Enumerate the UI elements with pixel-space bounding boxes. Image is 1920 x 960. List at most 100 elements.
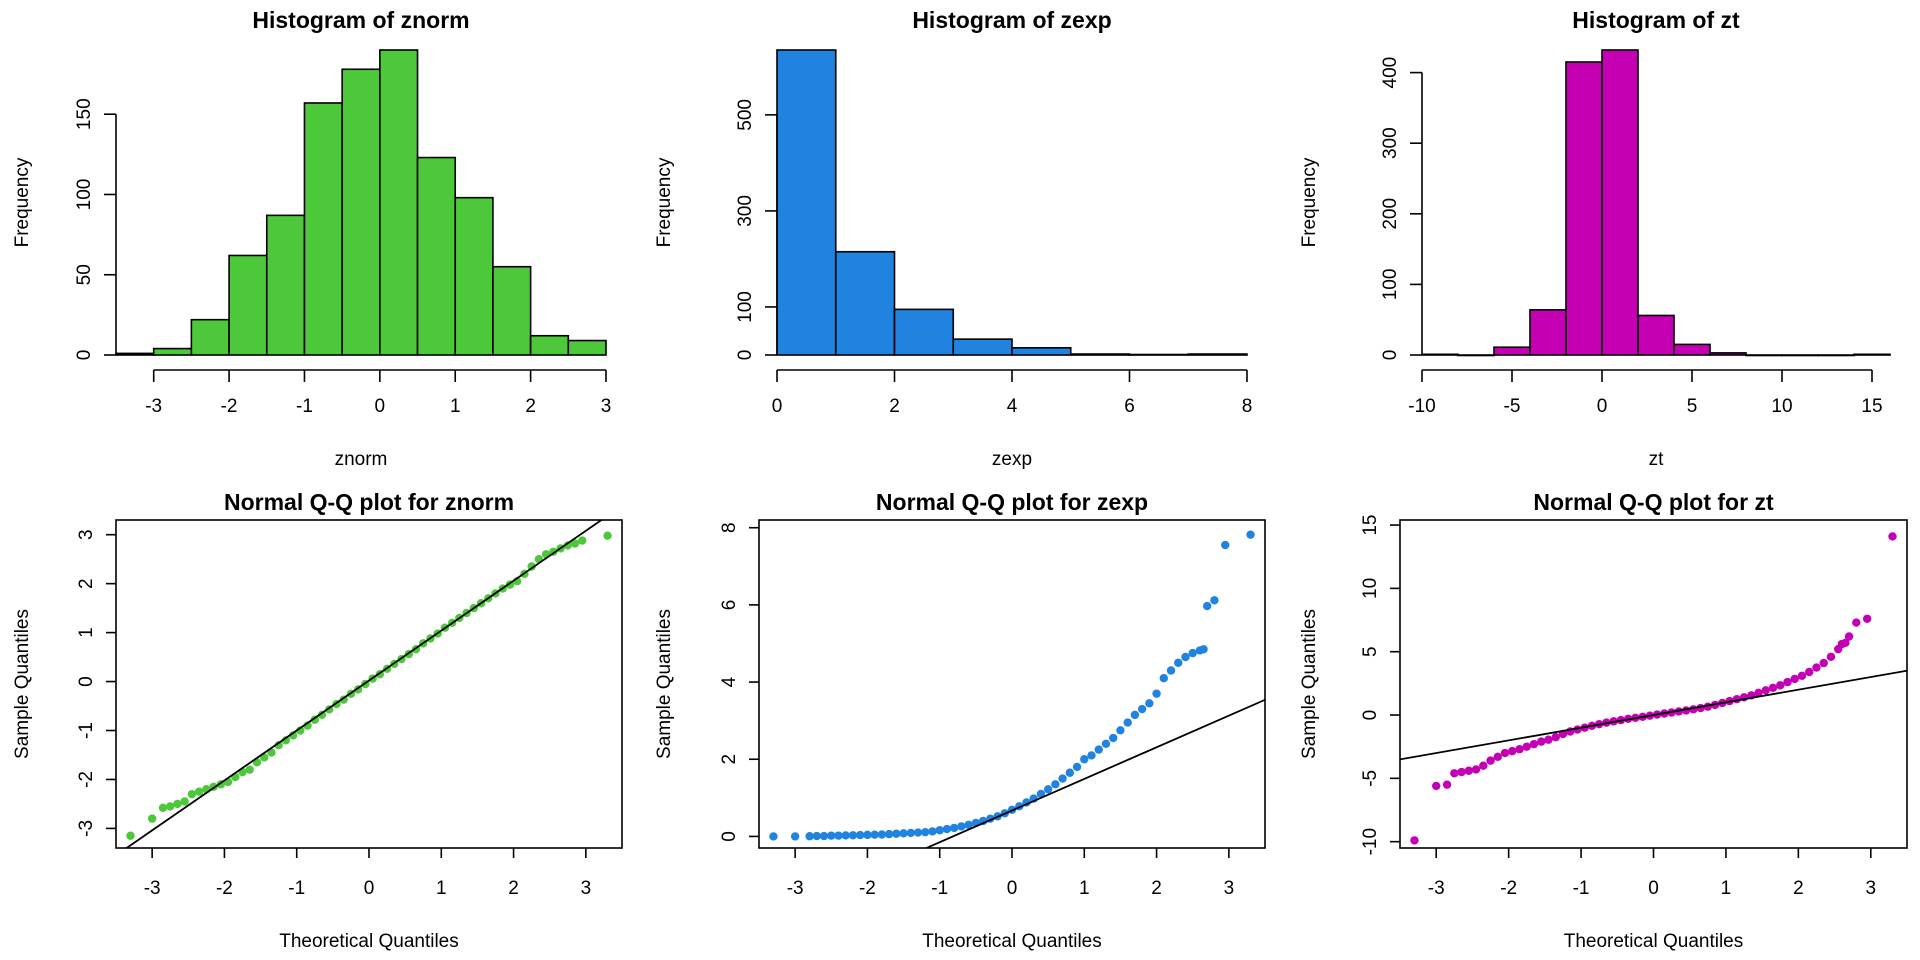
x-tick-label: 2 <box>1793 878 1804 899</box>
qq-point <box>1087 751 1096 760</box>
x-tick-label: 3 <box>1865 878 1876 899</box>
x-tick-label: -2 <box>216 878 233 899</box>
qq-point <box>166 802 175 811</box>
y-tick-label: 10 <box>1360 578 1381 599</box>
histogram-bar <box>341 68 381 356</box>
y-tick-label: 8 <box>719 522 740 533</box>
qq-point <box>1080 755 1089 764</box>
histogram-bar <box>1709 352 1747 356</box>
y-axis-label: Sample Quantiles <box>1299 609 1320 759</box>
histogram-bar <box>379 49 419 356</box>
qq-point <box>1457 767 1466 777</box>
qq-point <box>1471 765 1481 774</box>
qq-point <box>1210 596 1219 605</box>
chart-panel-1: Histogram of znorm znorm Frequency -3 -2 -1 0 1… <box>12 7 611 470</box>
qq-point <box>1486 756 1495 765</box>
qq-point <box>603 531 612 540</box>
y-tick-label: -3 <box>76 820 97 837</box>
qq-point <box>805 832 814 841</box>
histogram-bar <box>1853 353 1891 356</box>
qq-point <box>1888 532 1897 541</box>
qq-point <box>899 829 908 838</box>
qq-point <box>1537 737 1546 746</box>
x-tick-label: -5 <box>1504 396 1521 417</box>
x-axis-label: zexp <box>992 449 1032 470</box>
qq-point <box>1776 681 1785 690</box>
y-axis-label: Frequency <box>654 157 675 247</box>
qq-point <box>1844 632 1854 641</box>
y-tick-label: 100 <box>1380 269 1401 301</box>
x-tick-label: 2 <box>1151 878 1162 899</box>
histogram-bar <box>303 102 343 356</box>
x-tick-label: 8 <box>1242 396 1253 417</box>
x-tick-label: 1 <box>436 878 447 899</box>
histogram-bar <box>567 339 607 356</box>
y-tick-label: 50 <box>74 264 95 285</box>
qq-point <box>570 539 580 548</box>
qq-point <box>1166 666 1176 675</box>
x-tick-label: -2 <box>1500 878 1517 899</box>
qq-point <box>1529 739 1539 749</box>
chart-panel-6: Normal Q-Q plot for zt Theoretical Quanti… <box>1299 489 1908 952</box>
qq-point <box>790 832 800 841</box>
qq-point <box>1790 674 1799 684</box>
qq-point <box>921 827 930 837</box>
x-tick-label: -1 <box>1573 878 1590 899</box>
y-tick-label: 4 <box>719 676 740 687</box>
qq-point <box>1551 732 1560 742</box>
qq-point <box>913 828 923 837</box>
qq-point <box>1101 739 1111 749</box>
qq-point <box>1812 663 1821 672</box>
y-tick-label: 100 <box>74 179 95 211</box>
points-group <box>1410 532 1897 845</box>
y-tick-label: 3 <box>76 529 97 540</box>
qq-point <box>1768 683 1778 692</box>
qq-point <box>180 797 189 806</box>
histogram-bar <box>1421 353 1459 356</box>
x-tick-label: -1 <box>931 878 948 899</box>
chart-title: Histogram of zexp <box>912 7 1111 33</box>
x-tick-label: 5 <box>1687 396 1698 417</box>
qq-point <box>812 831 822 841</box>
qq-point <box>1109 733 1118 743</box>
qq-point <box>173 799 182 809</box>
x-tick-label: 0 <box>1597 396 1608 417</box>
x-tick-label: 2 <box>508 878 519 899</box>
qq-point <box>194 787 204 796</box>
qq-point <box>1522 742 1531 751</box>
qq-point <box>935 826 944 835</box>
x-tick-label: -1 <box>296 396 313 417</box>
x-tick-label: 0 <box>1007 878 1018 899</box>
histogram-bar <box>1529 309 1567 356</box>
qq-point <box>1515 745 1524 754</box>
y-tick-label: 0 <box>76 676 97 687</box>
qq-point <box>274 740 283 750</box>
qq-point <box>1797 671 1807 680</box>
x-tick-label: 2 <box>889 396 900 417</box>
qq-point <box>942 824 952 834</box>
x-tick-label: 3 <box>581 878 592 899</box>
histogram-bar <box>454 196 494 356</box>
x-tick-label: -3 <box>145 396 162 417</box>
qq-point <box>1065 768 1075 777</box>
qq-reference-line <box>924 698 1265 848</box>
histogram-bar <box>1128 353 1190 356</box>
qq-point <box>1508 746 1517 756</box>
qq-point <box>1202 601 1212 611</box>
qq-point <box>578 536 587 545</box>
qq-point <box>819 831 829 841</box>
x-tick-label: 0 <box>364 878 375 899</box>
plot-frame <box>758 519 1266 849</box>
x-axis-label: zt <box>1649 449 1665 470</box>
qq-point <box>1826 652 1836 661</box>
qq-point <box>1852 618 1861 627</box>
qq-reference-line <box>125 520 604 848</box>
x-tick-label: -3 <box>144 878 161 899</box>
qq-point <box>856 830 865 840</box>
qq-point <box>1199 645 1208 654</box>
qq-point <box>1432 781 1441 791</box>
histogram-bar <box>190 318 230 356</box>
histogram-bar <box>1011 346 1072 356</box>
histogram-bar <box>1817 354 1855 357</box>
qq-point <box>1479 761 1488 770</box>
